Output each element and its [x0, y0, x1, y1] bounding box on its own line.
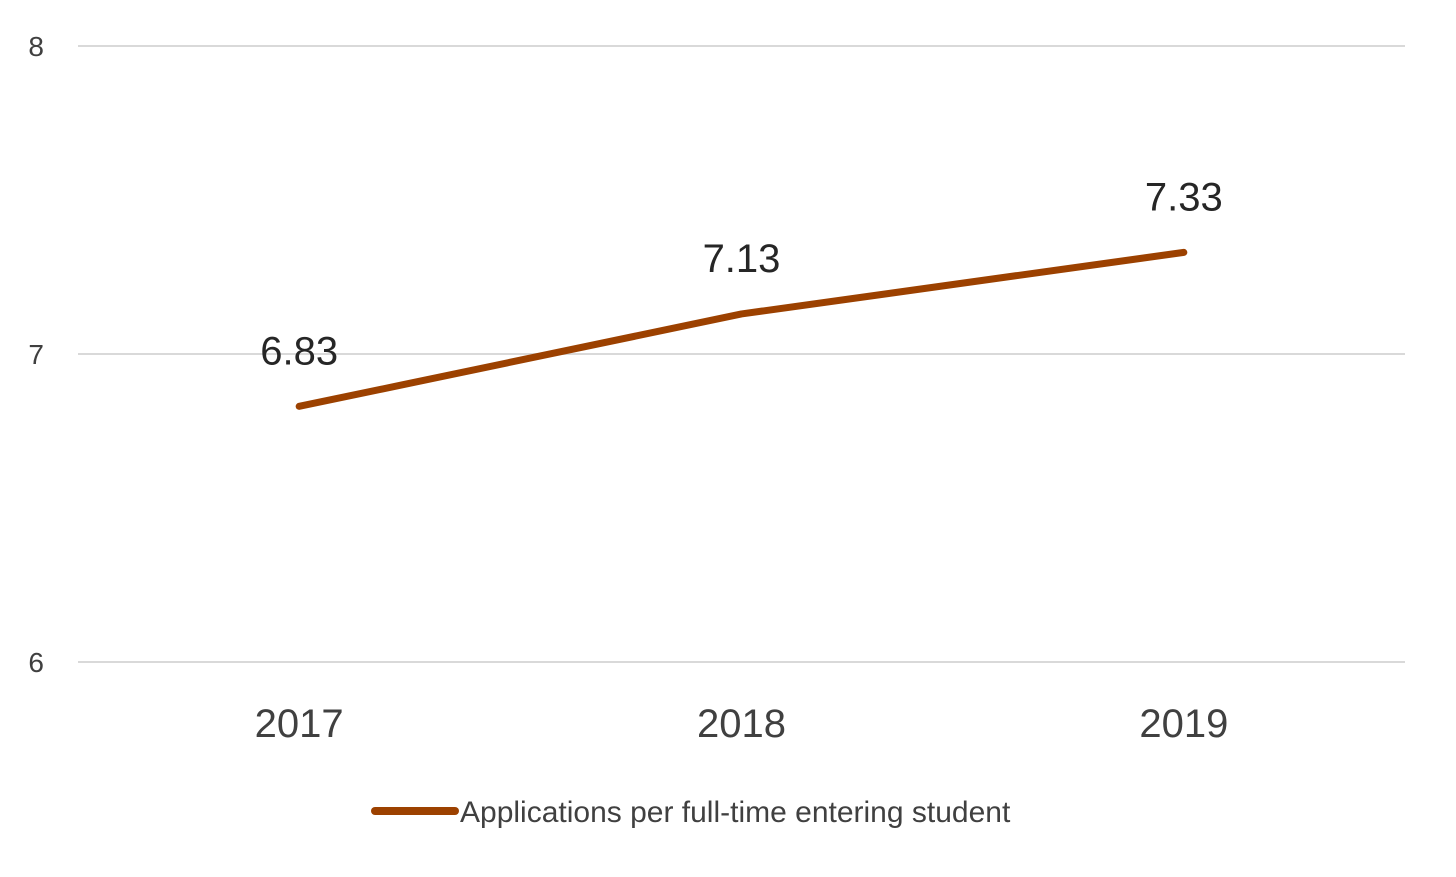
- data-label: 6.83: [260, 329, 338, 373]
- series-layer: [295, 248, 1188, 410]
- legend-label: Applications per full-time entering stud…: [460, 796, 1011, 829]
- x-tick-label: 2017: [255, 702, 344, 746]
- y-axis-ticks: 6 7 8: [28, 31, 44, 678]
- data-labels: 6.83 7.13 7.33: [260, 175, 1223, 373]
- data-label: 7.33: [1145, 175, 1223, 219]
- y-tick-label: 6: [28, 647, 44, 678]
- x-tick-label: 2018: [697, 702, 786, 746]
- gridlines: [78, 45, 1405, 663]
- x-axis-ticks: 2017 2018 2019: [255, 702, 1229, 746]
- y-tick-label: 8: [28, 31, 44, 62]
- legend: Applications per full-time entering stud…: [371, 796, 1011, 829]
- data-label: 7.13: [703, 237, 781, 281]
- x-tick-label: 2019: [1139, 702, 1228, 746]
- y-tick-label: 7: [28, 339, 44, 370]
